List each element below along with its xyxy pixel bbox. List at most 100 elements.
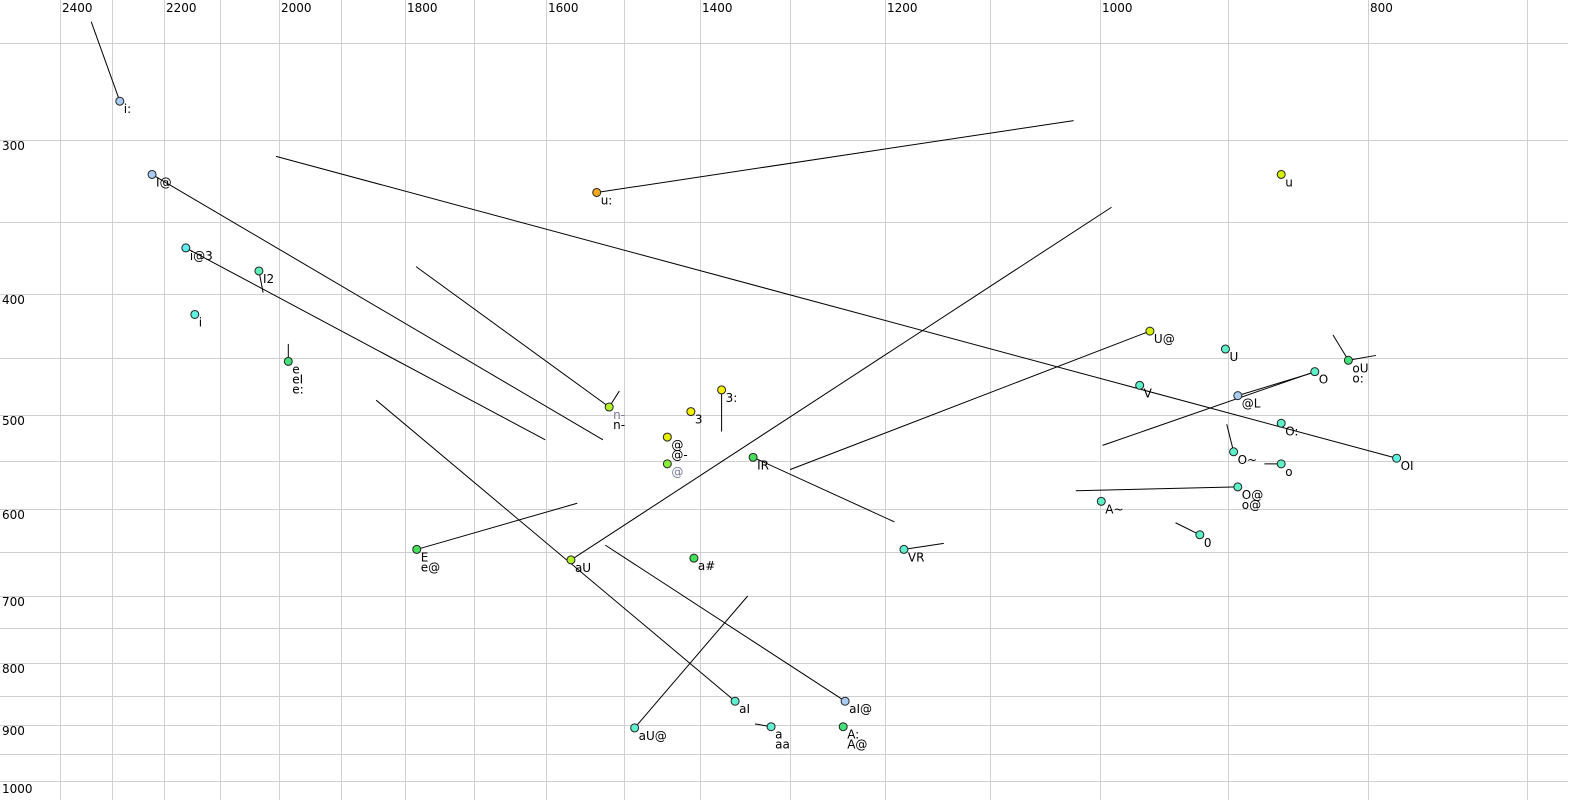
vowel-point [686, 407, 696, 417]
x-tick-label: 2200 [166, 1, 197, 15]
vowel-point [1135, 380, 1145, 390]
vowel-trajectory-line [596, 120, 1074, 193]
vowel-label: O [1319, 373, 1328, 387]
vowel-label: O@ [1242, 488, 1263, 502]
vowel-point [730, 696, 740, 706]
vowel-point [838, 722, 848, 732]
vowel-label: aU@ [639, 729, 667, 743]
vowel-label: A@ [847, 738, 867, 752]
tick-labels: 2400 2200 2000 1800 1600 1400 1200 1000 800 300 40… [2, 1, 1393, 796]
vowel-label: VR [908, 550, 925, 564]
vowel-label: o@ [1242, 498, 1261, 512]
vowel-label: 3 [695, 413, 703, 427]
vowel-point [1276, 459, 1286, 469]
vowel-label: O: [1285, 424, 1298, 438]
vowel-point [1145, 326, 1155, 336]
vowel-point [630, 723, 640, 733]
y-tick-label: 600 [2, 508, 25, 522]
vowel-trajectory-line [1102, 371, 1315, 446]
vowel-label: i@3 [190, 249, 213, 263]
vowel-label: @- [671, 448, 687, 462]
vowel-point [1233, 391, 1243, 401]
vowel-trajectory-line [185, 247, 546, 441]
vowel-label: IR [757, 458, 769, 472]
vowel-label: e@ [421, 560, 440, 574]
vowel-label: @ [671, 438, 683, 452]
vowel-trajectory-line [903, 542, 944, 550]
vowel-trajectory-line [789, 330, 1151, 471]
vowel-trajectory-line [752, 456, 895, 523]
vowel-label: e: [292, 382, 303, 396]
vowel-trajectory-line [605, 544, 846, 702]
vowel-point [412, 544, 422, 554]
vowel-label: eI [292, 372, 303, 386]
vowel-label: i: [124, 102, 131, 116]
vowel-label: aa [775, 738, 790, 752]
trajectory-lines [90, 21, 1397, 729]
vowel-label: a [775, 728, 782, 742]
vowel-label: E [421, 550, 429, 564]
vowel-point [1392, 453, 1402, 463]
vowel-trajectory-line [416, 502, 578, 550]
vowel-label: U [1229, 350, 1238, 364]
vowel-point [1276, 169, 1286, 179]
vowel-label: OI [1401, 459, 1414, 473]
x-tick-label: 1400 [702, 1, 733, 15]
vowel-trajectory-line [570, 206, 1112, 561]
vowel-point [1195, 530, 1205, 540]
vowel-point [1276, 418, 1286, 428]
x-tick-label: 1800 [407, 1, 438, 15]
vowel-label: u: [601, 193, 613, 207]
vowel-point [115, 96, 125, 106]
vowel-point [254, 266, 264, 276]
vowel-point [662, 432, 672, 442]
vowel-trajectory-line [1175, 522, 1201, 536]
y-tick-label: 800 [2, 662, 25, 676]
vowel-point [899, 544, 909, 554]
vowel-point [283, 356, 293, 366]
vowel-point [662, 459, 672, 469]
vowel-label: O~ [1238, 453, 1258, 467]
vowel-label: n- [613, 408, 625, 422]
vowel-trajectory-line [1226, 424, 1235, 452]
vowel-label: i [199, 315, 202, 329]
vowel-trajectory-line [634, 595, 749, 729]
vowel-label: o: [1352, 371, 1363, 385]
vowel-trajectory-line [90, 21, 121, 102]
vowel-point [1343, 355, 1353, 365]
vowel-point [1310, 367, 1320, 377]
y-tick-label: 900 [2, 724, 25, 738]
x-tick-label: 2000 [281, 1, 312, 15]
vowel-label: aI@ [849, 702, 872, 716]
vowel-point [766, 722, 776, 732]
vowel-point [689, 553, 699, 563]
vowel-label: 0 [1204, 536, 1212, 550]
vowel-label: I@ [156, 175, 172, 189]
x-tick-label: 2400 [62, 1, 93, 15]
vowel-point [1096, 496, 1106, 506]
vowel-label: U@ [1154, 332, 1175, 346]
vowel-trajectory-line [415, 266, 610, 408]
vowel-trajectory-line [375, 399, 736, 702]
vowel-label: A~ [1105, 502, 1123, 516]
vowel-label: aI [739, 702, 750, 716]
vowel-label: @L [1242, 397, 1261, 411]
vowel-point [717, 385, 727, 395]
vowel-trajectory-line [151, 174, 604, 441]
vowel-point [1220, 344, 1230, 354]
vowel-point [181, 243, 191, 253]
vowel-point [190, 309, 200, 319]
vowel-label: u [1285, 175, 1293, 189]
vowel-label: I2 [263, 272, 274, 286]
vowel-trajectory-line [1348, 354, 1377, 361]
vowel-label: o [1285, 465, 1292, 479]
vowel-point [592, 187, 602, 197]
vowel-point [147, 169, 157, 179]
x-tick-label: 1600 [548, 1, 579, 15]
vowel-point [1233, 482, 1243, 492]
vowel-label: 3: [726, 391, 738, 405]
vowel-label: A: [847, 728, 859, 742]
vowel-label: aU [575, 561, 591, 575]
